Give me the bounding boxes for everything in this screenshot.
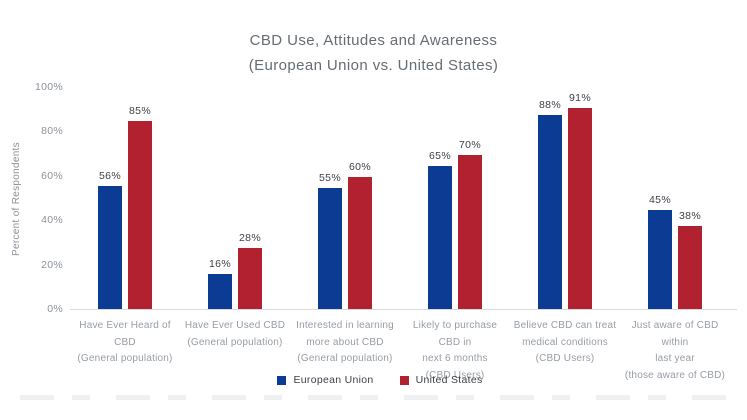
bar-united-states: 38% [678, 210, 702, 310]
bar-group: 65% 70% [400, 88, 510, 310]
y-tick-label: 0% [47, 303, 63, 315]
category-labels: Have Ever Heard of CBD (General populatio… [70, 318, 730, 384]
category-label-line: more about CBD [306, 336, 384, 348]
y-tick-label: 100% [34, 81, 63, 93]
legend: European Union United States [0, 374, 747, 386]
chart-title-line1: CBD Use, Attitudes and Awareness [249, 32, 498, 49]
bar-group: 88% 91% [510, 88, 620, 310]
bar-group: 16% 28% [180, 88, 290, 310]
bar-groups: 56% 85% 16% 28% 55% 60% 65% 70% 88% 91% 45% 38% [70, 88, 730, 310]
bar-european-union: 55% [318, 172, 342, 310]
bar-value-label: 38% [679, 209, 701, 222]
bar-european-union: 45% [648, 194, 672, 310]
legend-swatch [277, 375, 287, 385]
clipped-content-artifact [20, 395, 727, 400]
category-label-line: Believe CBD can treat [513, 320, 617, 331]
bar-european-union: 88% [538, 99, 562, 310]
bar-european-union: 16% [208, 258, 232, 310]
x-axis-line [70, 309, 737, 310]
chart-title: CBD Use, Attitudes and Awareness (Europe… [0, 28, 747, 78]
bar-united-states: 28% [238, 232, 262, 310]
bar-group: 45% 38% [620, 88, 730, 310]
bar-european-union: 56% [98, 170, 122, 310]
legend-item: United States [399, 374, 483, 386]
y-tick-label: 20% [41, 258, 63, 271]
chart-title-line2: (European Union vs. United States) [248, 57, 499, 74]
y-tick-label: 60% [41, 169, 63, 182]
y-tick-label: 40% [41, 214, 63, 227]
legend-item: European Union [277, 374, 373, 386]
y-axis-title: Percent of Respondents [11, 142, 22, 256]
legend-swatch [399, 375, 409, 385]
bar-value-label: 91% [569, 91, 591, 104]
category-label: Believe CBD can treat medical conditions (… [510, 318, 620, 384]
bar-value-label: 85% [129, 105, 151, 118]
category-label-line: (General population) [77, 353, 173, 364]
category-label-line: last year [655, 353, 695, 364]
bar-value-label: 60% [349, 160, 371, 173]
y-tick-label: 80% [41, 125, 63, 138]
bar-value-label: 16% [209, 258, 231, 271]
category-label-line: Likely to purchase CBD in [412, 320, 498, 348]
bar-value-label: 55% [319, 171, 341, 184]
category-label-line: (General population) [187, 336, 283, 348]
category-label-line: Have Ever Used CBD [184, 320, 286, 331]
category-label: Just aware of CBD within last year (those … [620, 318, 730, 384]
bar-value-label: 88% [539, 98, 561, 111]
bar-value-label: 65% [429, 149, 451, 162]
bar-group: 56% 85% [70, 88, 180, 310]
category-label-line: Just aware of CBD within [631, 320, 719, 348]
category-label-line: medical conditions [522, 336, 608, 348]
category-label-line: Have Ever Heard of CBD [79, 320, 171, 348]
plot-area: Percent of Respondents 0% 20% 40% 60% 80% 100… [11, 81, 737, 315]
category-label: Have Ever Used CBD (General population) [180, 318, 290, 384]
bar-value-label: 56% [99, 169, 121, 182]
bar-united-states: 70% [458, 139, 482, 310]
category-label-line: (those aware of CBD) [624, 369, 726, 381]
bar-value-label: 70% [459, 138, 481, 151]
bar-united-states: 60% [348, 161, 372, 310]
category-label-line: next 6 months [422, 353, 488, 364]
bar-united-states: 85% [128, 105, 152, 310]
legend-label: European Union [293, 374, 374, 386]
category-label-line: (CBD Users) [535, 353, 595, 364]
bar-value-label: 28% [239, 231, 261, 244]
legend-label: United States [415, 374, 483, 386]
category-label: Interested in learning more about CBD (Gen… [290, 318, 400, 384]
bar-value-label: 45% [649, 194, 671, 207]
category-label-line: (CBD Users) [425, 369, 485, 381]
category-label-line: Interested in learning [296, 320, 394, 331]
bar-european-union: 65% [428, 150, 452, 310]
bar-united-states: 91% [568, 92, 592, 310]
bar-group: 55% 60% [290, 88, 400, 310]
category-label: Likely to purchase CBD in next 6 months (C… [400, 318, 510, 384]
category-label-line: (General population) [297, 353, 393, 364]
category-label: Have Ever Heard of CBD (General populatio… [70, 318, 180, 384]
